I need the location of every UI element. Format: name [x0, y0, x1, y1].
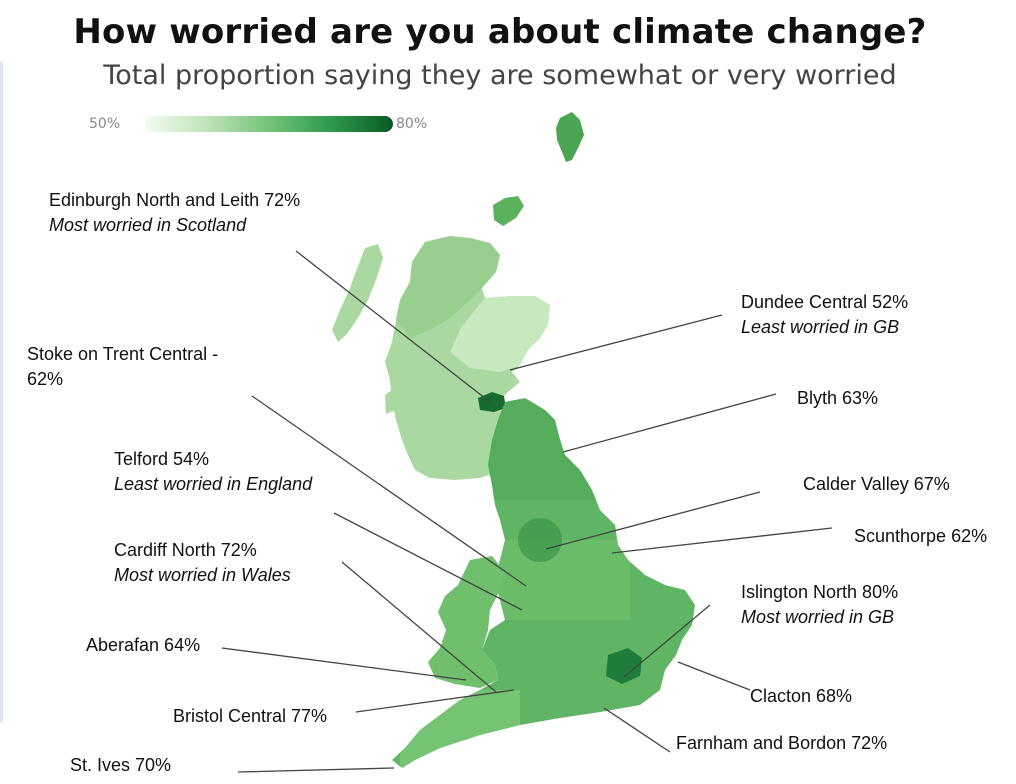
- annotation-edinburgh-name: Edinburgh North and Leith 72%: [49, 190, 301, 210]
- london: [606, 648, 642, 684]
- annotation-islington-note: Most worried in GB: [741, 607, 895, 627]
- annotation-stoke: Stoke on Trent Central - 62%: [27, 342, 218, 392]
- leader-line-st-ives: [237, 767, 395, 773]
- midlands-shade: [490, 540, 630, 620]
- annotation-stoke-name: Stoke on Trent Central -: [27, 344, 219, 364]
- leader-line-bristol: [355, 689, 515, 713]
- annotation-edinburgh-note: Most worried in Scotland: [49, 215, 247, 235]
- annotation-aberafan-name: Aberafan 64%: [86, 635, 201, 655]
- annotation-st-ives: St. Ives 70%: [70, 753, 171, 778]
- annotation-scunthorpe-name: Scunthorpe 62%: [854, 526, 988, 546]
- annotation-leader-lines: [221, 250, 833, 773]
- annotation-stoke-value: 62%: [27, 369, 64, 389]
- wales: [428, 556, 505, 688]
- manchester-area: [518, 518, 562, 562]
- annotation-clacton-name: Clacton 68%: [750, 686, 853, 706]
- legend-max-label: 80%: [396, 116, 428, 132]
- leader-line-clacton: [677, 661, 751, 691]
- annotation-farnham-name: Farnham and Bordon 72%: [676, 733, 888, 753]
- annotation-edinburgh: Edinburgh North and Leith 72% Most worri…: [49, 188, 300, 238]
- annotation-farnham: Farnham and Bordon 72%: [676, 731, 887, 756]
- leader-line-telford: [333, 512, 523, 611]
- leader-line-calder: [545, 491, 761, 550]
- north-england-shade: [480, 400, 640, 500]
- shetland-islands: [556, 112, 584, 162]
- annotation-calder-valley-name: Calder Valley 67%: [803, 474, 950, 494]
- legend-min-label: 50%: [89, 116, 121, 132]
- annotation-blyth: Blyth 63%: [797, 386, 878, 411]
- annotation-aberafan: Aberafan 64%: [86, 633, 200, 658]
- edinburgh-area: [478, 392, 506, 412]
- east-scotland: [450, 296, 550, 372]
- legend-color-scale: [145, 116, 393, 132]
- annotation-cardiff-name: Cardiff North 72%: [114, 540, 257, 560]
- leader-line-aberafan: [221, 647, 467, 681]
- outer-hebrides: [332, 244, 383, 342]
- map-subtitle: Total proportion saying they are somewha…: [103, 60, 897, 91]
- annotation-dundee-note: Least worried in GB: [741, 317, 900, 337]
- annotation-dundee-name: Dundee Central 52%: [741, 292, 909, 312]
- annotation-calder-valley: Calder Valley 67%: [803, 472, 950, 497]
- annotation-cardiff: Cardiff North 72% Most worried in Wales: [114, 538, 291, 588]
- annotation-dundee: Dundee Central 52% Least worried in GB: [741, 290, 908, 340]
- map-title: How worried are you about climate change…: [73, 12, 927, 52]
- annotation-bristol: Bristol Central 77%: [173, 704, 327, 729]
- annotation-islington: Islington North 80% Most worried in GB: [741, 580, 898, 630]
- leader-line-dundee: [509, 314, 723, 371]
- left-border: [0, 62, 3, 722]
- annotation-cardiff-note: Most worried in Wales: [114, 565, 291, 585]
- annotation-telford-note: Least worried in England: [114, 474, 313, 494]
- leader-line-farnham: [603, 707, 671, 753]
- annotation-telford-name: Telford 54%: [114, 449, 210, 469]
- annotation-bristol-name: Bristol Central 77%: [173, 706, 328, 726]
- leader-line-stoke: [251, 395, 527, 587]
- leader-line-scunthorpe: [611, 527, 833, 554]
- leader-line-blyth: [562, 393, 777, 453]
- annotation-telford: Telford 54% Least worried in England: [114, 447, 312, 497]
- southwest-shade: [400, 690, 520, 768]
- leader-line-edinburgh: [295, 250, 491, 403]
- annotation-blyth-name: Blyth 63%: [797, 388, 879, 408]
- annotation-islington-name: Islington North 80%: [741, 582, 899, 602]
- annotation-st-ives-name: St. Ives 70%: [70, 755, 172, 775]
- orkney-islands: [493, 196, 524, 226]
- leader-line-cardiff: [341, 561, 497, 693]
- leader-line-islington: [623, 604, 711, 678]
- annotation-clacton: Clacton 68%: [750, 684, 852, 709]
- annotation-scunthorpe: Scunthorpe 62%: [854, 524, 987, 549]
- highlands: [396, 236, 500, 338]
